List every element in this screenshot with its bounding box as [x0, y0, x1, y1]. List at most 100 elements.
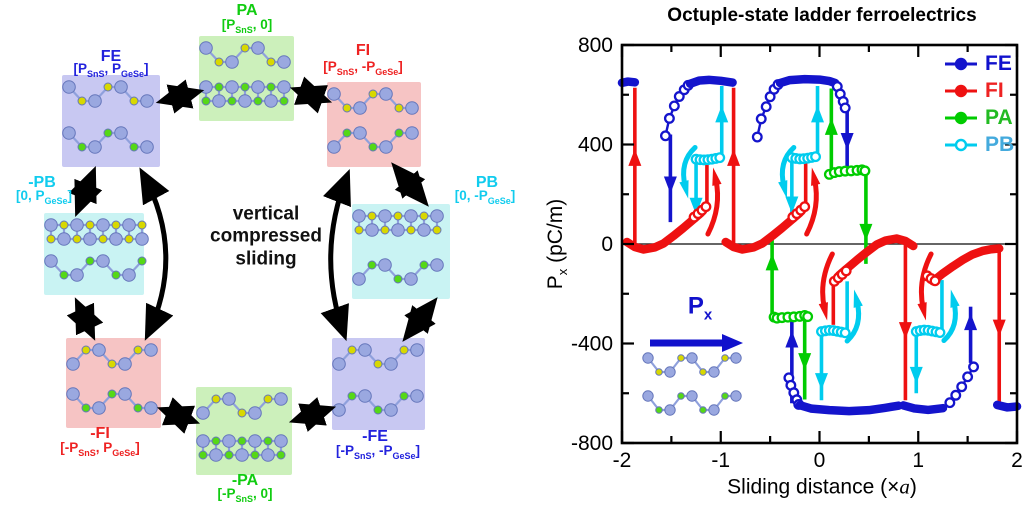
atom	[118, 357, 132, 371]
plot-frame-group: -2 -1 0 1 2 800 400 0 -400 -800	[571, 34, 1023, 472]
legend-item-FE: FE	[944, 52, 1014, 76]
atom	[261, 448, 275, 462]
state-card--PA	[196, 387, 292, 475]
atom	[107, 389, 117, 399]
x-tick-label: 1	[912, 449, 924, 472]
atom	[730, 390, 742, 402]
transition-arrowhead	[898, 322, 912, 339]
state-card--FI	[66, 338, 161, 428]
series-PB-marker	[934, 327, 946, 339]
sweep-arrowhead	[818, 302, 828, 321]
atom	[66, 357, 80, 371]
atom	[81, 403, 91, 413]
series-FE-marker	[755, 113, 767, 125]
transition-arrowhead	[909, 366, 923, 384]
transition-arrowhead	[727, 149, 741, 166]
series-FE-marker	[962, 371, 974, 383]
atom	[103, 128, 113, 138]
state-card-PB	[352, 204, 450, 299]
y-tick-label: 400	[578, 134, 613, 157]
atom	[250, 450, 260, 460]
atom	[111, 220, 121, 230]
transition-arrowhead	[992, 319, 1006, 337]
atom	[327, 140, 341, 154]
state-formula-FI: [PSnS, -PGeSe]	[323, 59, 403, 77]
state-label--PA: -PA	[231, 472, 259, 489]
atom	[122, 218, 136, 232]
legend-item-PA: PA	[944, 106, 1014, 130]
x-tick-label: -1	[711, 449, 730, 472]
transition-arrowhead	[814, 373, 828, 390]
transition-arrowhead	[689, 197, 703, 215]
series-FE-marker	[663, 112, 675, 124]
atom	[133, 345, 143, 355]
atom	[721, 354, 729, 362]
atom	[118, 387, 132, 401]
y-tick-label: -400	[571, 333, 613, 356]
atom	[664, 404, 676, 416]
series-FI-marker	[840, 265, 852, 277]
series-FE-curve	[685, 75, 737, 89]
atom	[264, 94, 278, 108]
atom	[66, 387, 80, 401]
atom	[237, 408, 247, 418]
atom	[642, 352, 654, 364]
atom	[88, 140, 102, 154]
state-formula-FE: [PSnS, PGeSe]	[73, 61, 149, 79]
atom	[111, 270, 121, 280]
atom	[354, 225, 364, 235]
atom	[211, 394, 221, 404]
series-PB-sweep-arrow	[941, 299, 958, 344]
atom	[124, 234, 134, 244]
sweep-arrowhead	[917, 302, 927, 321]
atom	[358, 389, 372, 403]
sweep-arrowhead	[950, 289, 960, 308]
atom	[677, 392, 685, 400]
atom	[57, 232, 71, 246]
state-formula--FE: [-PSnS, -PGeSe]	[335, 443, 421, 461]
atom	[279, 96, 289, 106]
atom	[342, 103, 352, 113]
chart-series	[617, 74, 1022, 416]
cycle-arrow-npa-nfi	[156, 397, 201, 434]
state-card-bg--FE	[332, 338, 425, 430]
state-formula--PA: [-PSnS, 0]	[217, 486, 273, 504]
state-card-FI	[327, 82, 421, 167]
atom	[379, 140, 393, 154]
state-card-bg-FI	[327, 82, 421, 167]
sweep-arrowhead	[778, 180, 788, 199]
state-card--PB	[44, 213, 149, 295]
y-tick-label: -800	[571, 432, 613, 455]
state-label--FI: -FI	[90, 425, 110, 442]
px-inset	[642, 334, 743, 416]
atom	[240, 43, 250, 53]
series-PB-sweep-arrow	[681, 144, 698, 189]
x-axis-label: Sliding distance (×a)	[727, 474, 917, 499]
atom	[399, 391, 409, 401]
state-label--FE: -FE	[362, 428, 388, 445]
atom	[209, 448, 223, 462]
series-FE-marker	[760, 101, 772, 113]
sweep-arrowhead	[712, 167, 722, 186]
atom	[225, 80, 239, 94]
transition-arrowhead	[798, 353, 812, 371]
y-tick-label: 0	[601, 233, 613, 256]
atom	[419, 211, 429, 221]
atom	[410, 343, 424, 357]
atom	[237, 436, 247, 446]
atom	[222, 392, 236, 406]
atom	[373, 405, 383, 415]
state-cycle-diagram	[44, 36, 450, 475]
sweep-arrowhead	[679, 180, 689, 199]
px-arrowhead-icon	[722, 334, 743, 352]
legend-label-FE: FE	[985, 52, 1012, 75]
atom	[81, 345, 91, 355]
atom	[59, 270, 69, 280]
atom	[404, 209, 418, 223]
transition-arrowhead	[785, 330, 799, 348]
series-FI-marker	[700, 201, 712, 213]
state-card--FE	[332, 338, 425, 430]
atom	[664, 366, 676, 378]
